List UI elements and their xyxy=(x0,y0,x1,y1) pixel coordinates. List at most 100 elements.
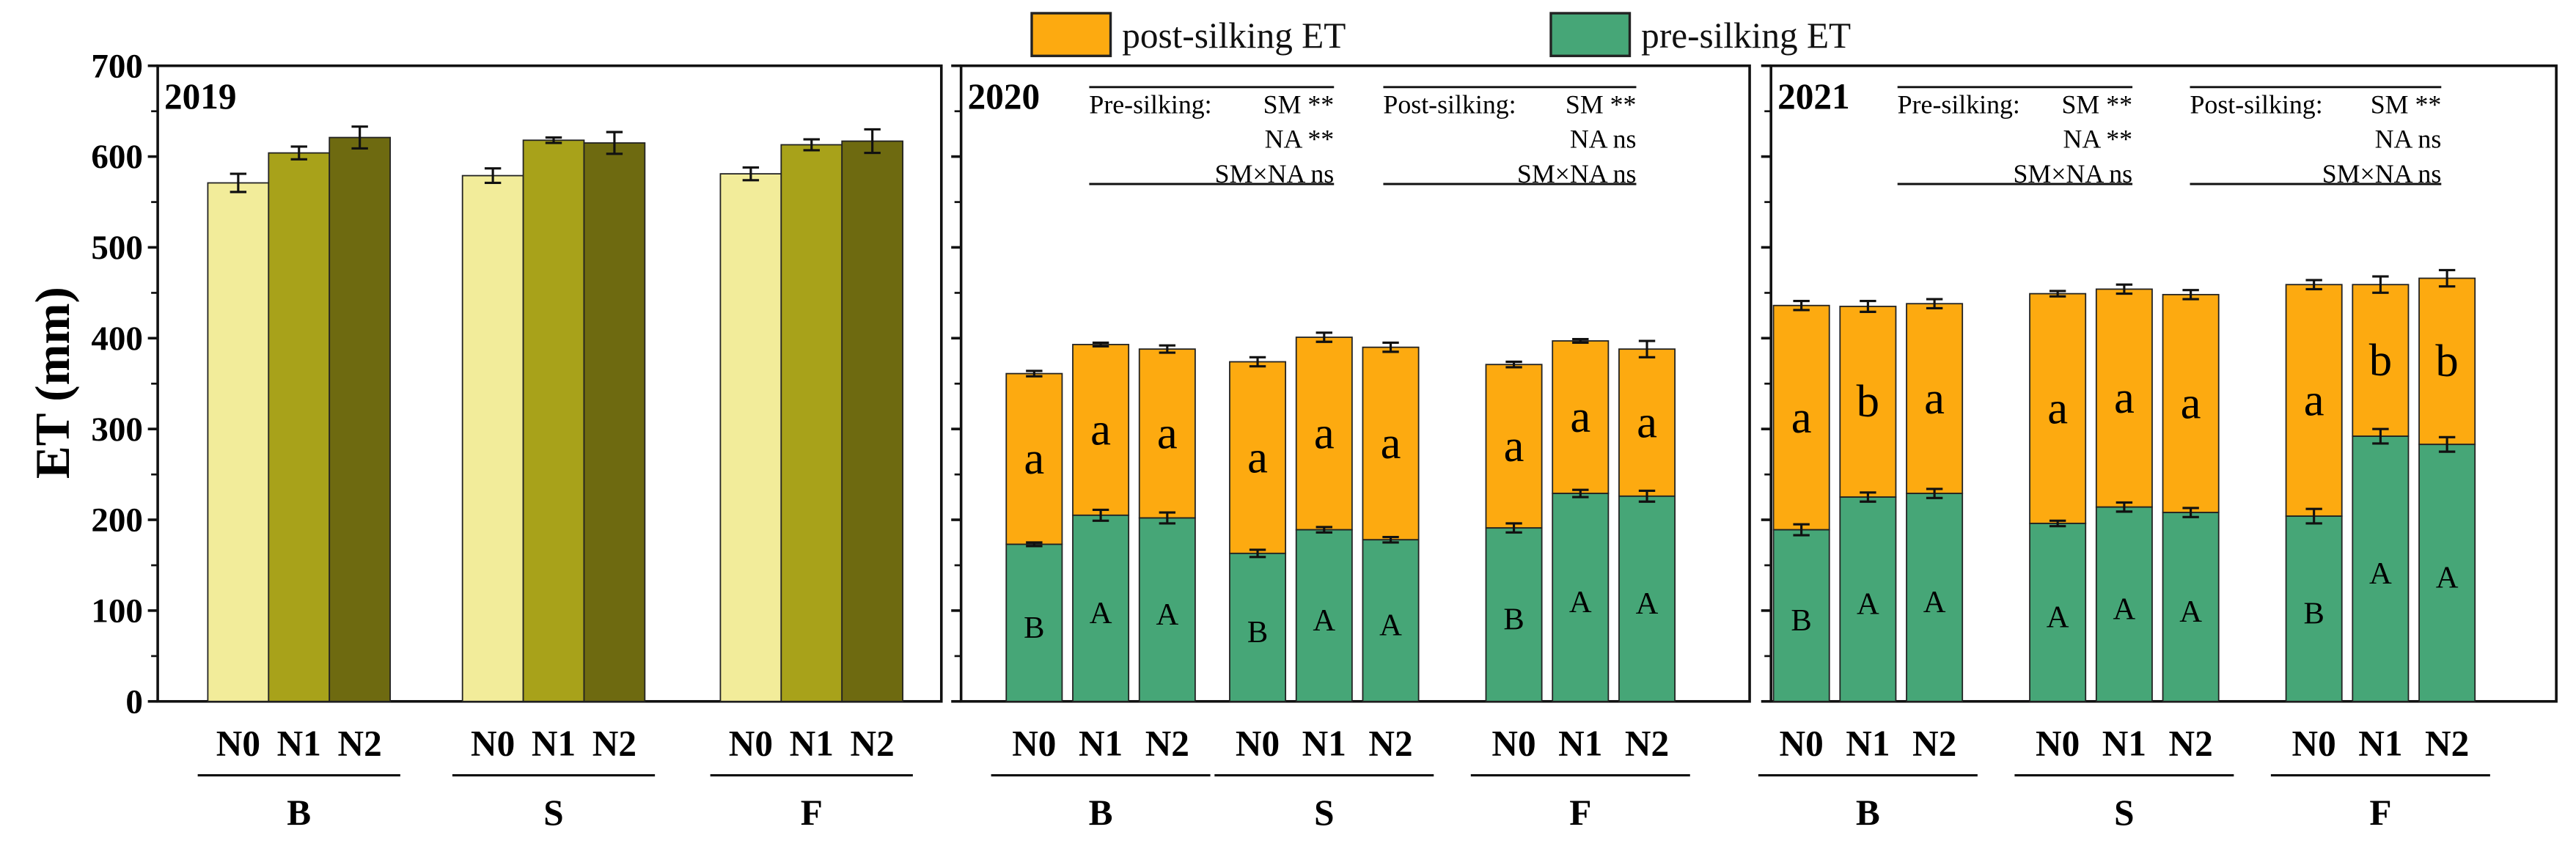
y-tick-label: 500 xyxy=(91,229,143,267)
x-level-label: N1 xyxy=(1079,724,1123,764)
pre-letter: A xyxy=(1313,603,1335,638)
pre-letter: A xyxy=(1379,608,1402,643)
x-level-label: N1 xyxy=(277,724,321,764)
bar-pre-F-N0 xyxy=(2285,515,2343,702)
y-tick-label: 400 xyxy=(91,320,143,358)
x-level-label: N2 xyxy=(851,724,895,764)
x-group-label: S xyxy=(1314,792,1334,833)
x-group-label: F xyxy=(801,792,823,833)
panel-year-label: 2020 xyxy=(968,76,1041,117)
post-letter: b xyxy=(1857,375,1879,427)
x-group-label: F xyxy=(1569,792,1591,833)
bar-F-N2 xyxy=(841,140,904,702)
y-tick-label: 200 xyxy=(91,501,143,540)
stats-line-post: SM ** xyxy=(1566,90,1637,119)
bar-pre-F-N2 xyxy=(1618,495,1676,702)
post-letter: a xyxy=(1314,408,1335,459)
stats-title-pre: Pre-silking: xyxy=(1089,90,1211,119)
post-letter: b xyxy=(2435,335,2458,386)
pre-letter: A xyxy=(2113,592,2136,626)
post-letter: a xyxy=(1504,420,1524,471)
y-tick-label: 700 xyxy=(91,47,143,85)
x-group-label: B xyxy=(1856,792,1880,833)
bar-pre-B-N1 xyxy=(1072,514,1130,702)
legend-label-1: pre-silking ET xyxy=(1641,15,1851,56)
bar-pre-S-N0 xyxy=(2029,523,2087,702)
pre-letter: A xyxy=(1923,585,1946,619)
bar-post-B-N2 xyxy=(1906,303,1964,495)
bar-post-S-N1 xyxy=(1295,336,1353,531)
pre-letter: A xyxy=(1569,585,1592,619)
x-group-label: S xyxy=(543,792,563,833)
post-letter: a xyxy=(1247,431,1268,482)
post-letter: a xyxy=(1570,391,1590,442)
x-level-label: N2 xyxy=(2425,724,2469,764)
stats-line-post: NA ns xyxy=(2375,125,2442,154)
stats-line-post: NA ns xyxy=(1570,125,1637,154)
stats-line-pre: NA ** xyxy=(1265,125,1335,154)
stats-line-post: SM×NA ns xyxy=(1517,159,1637,188)
y-tick-label: 0 xyxy=(125,683,143,721)
x-level-label: N1 xyxy=(1846,724,1890,764)
post-letter: a xyxy=(1381,417,1401,468)
x-level-label: N0 xyxy=(216,724,260,764)
pre-letter: A xyxy=(2047,600,2069,635)
post-letter: a xyxy=(1024,433,1044,484)
x-level-label: N1 xyxy=(790,724,834,764)
bar-post-S-N0 xyxy=(1229,361,1287,554)
legend-swatch-0 xyxy=(1030,12,1112,57)
bar-post-S-N1 xyxy=(2095,288,2153,508)
bar-post-F-N0 xyxy=(2285,284,2343,517)
bar-B-N1 xyxy=(268,152,331,702)
pre-letter: A xyxy=(2369,556,2392,591)
stats-line-pre: NA ** xyxy=(2063,125,2133,154)
post-letter: a xyxy=(2114,372,2135,423)
post-letter: a xyxy=(2047,382,2068,433)
y-tick-label: 300 xyxy=(91,411,143,449)
bar-pre-S-N0 xyxy=(1229,552,1287,702)
post-letter: a xyxy=(1791,391,1812,443)
x-level-label: N1 xyxy=(532,724,576,764)
x-group-label: F xyxy=(2369,792,2391,833)
stats-title-post: Post-silking: xyxy=(1383,90,1516,119)
stats-line-post: SM×NA ns xyxy=(2322,159,2442,188)
x-group-label: B xyxy=(1089,792,1113,833)
stats-line-pre: SM×NA ns xyxy=(2014,159,2133,188)
pre-letter: B xyxy=(1503,603,1524,637)
x-level-label: N0 xyxy=(1236,724,1280,764)
pre-letter: B xyxy=(1024,611,1044,645)
stats-line-pre: SM ** xyxy=(1263,90,1335,119)
legend-label-0: post-silking ET xyxy=(1122,15,1346,56)
x-level-label: N0 xyxy=(1491,724,1535,764)
bar-pre-F-N1 xyxy=(2352,435,2410,702)
x-level-label: N1 xyxy=(1558,724,1602,764)
x-level-label: N1 xyxy=(2358,724,2402,764)
bar-post-F-N2 xyxy=(2418,277,2476,446)
pre-letter: A xyxy=(1857,587,1879,622)
bar-pre-F-N2 xyxy=(2418,444,2476,702)
y-tick-label: 100 xyxy=(91,592,143,630)
bar-S-N2 xyxy=(583,142,646,702)
bar-post-B-N0 xyxy=(1005,372,1063,545)
bar-pre-B-N0 xyxy=(1772,529,1830,702)
bar-pre-B-N0 xyxy=(1005,543,1063,702)
x-group-label: B xyxy=(287,792,311,833)
bar-pre-S-N1 xyxy=(1295,529,1353,702)
pre-letter: B xyxy=(1247,615,1268,650)
bar-S-N0 xyxy=(461,174,524,702)
bar-pre-S-N2 xyxy=(1362,539,1420,702)
bar-post-S-N2 xyxy=(2162,293,2220,514)
pre-letter: A xyxy=(1090,596,1112,630)
panel-year-label: 2021 xyxy=(1777,76,1850,117)
stats-line-pre: SM ** xyxy=(2062,90,2133,119)
x-level-label: N0 xyxy=(2036,724,2080,764)
x-level-label: N2 xyxy=(592,724,636,764)
post-letter: a xyxy=(1090,404,1111,455)
post-letter: a xyxy=(1924,372,1945,424)
x-level-label: N1 xyxy=(1302,724,1346,764)
y-axis-label: ET (mm) xyxy=(25,287,80,479)
x-level-label: N2 xyxy=(2169,724,2213,764)
bar-F-N0 xyxy=(719,173,782,702)
stats-line-pre: SM×NA ns xyxy=(1215,159,1335,188)
